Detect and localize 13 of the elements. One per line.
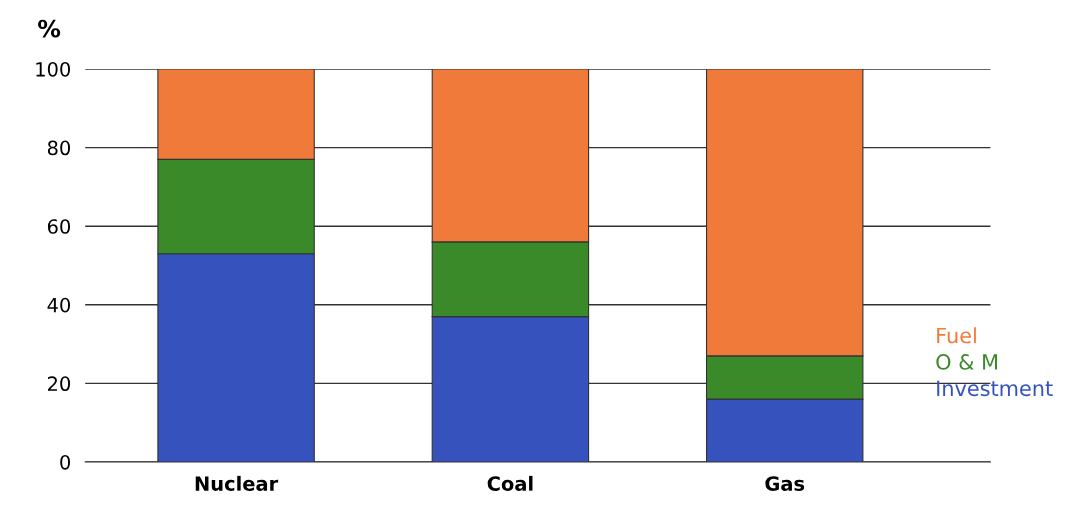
text: Investment bbox=[937, 380, 1053, 397]
y-tick-label: 40 bbox=[47, 297, 71, 313]
y-axis-title: % bbox=[38, 19, 61, 38]
x-tick-label: Nuclear bbox=[195, 475, 279, 491]
y-tick-label: 100 bbox=[36, 61, 71, 77]
y-tick-label: 80 bbox=[47, 140, 71, 156]
y-tick-label: 20 bbox=[47, 376, 71, 392]
y-tick-label: 0 bbox=[60, 454, 71, 470]
text: O & M bbox=[936, 354, 997, 370]
x-tick-label: Coal bbox=[487, 475, 533, 491]
text: Fuel bbox=[937, 327, 976, 344]
x-tick-label: Gas bbox=[765, 476, 805, 491]
y-tick-label: 60 bbox=[47, 219, 71, 234]
